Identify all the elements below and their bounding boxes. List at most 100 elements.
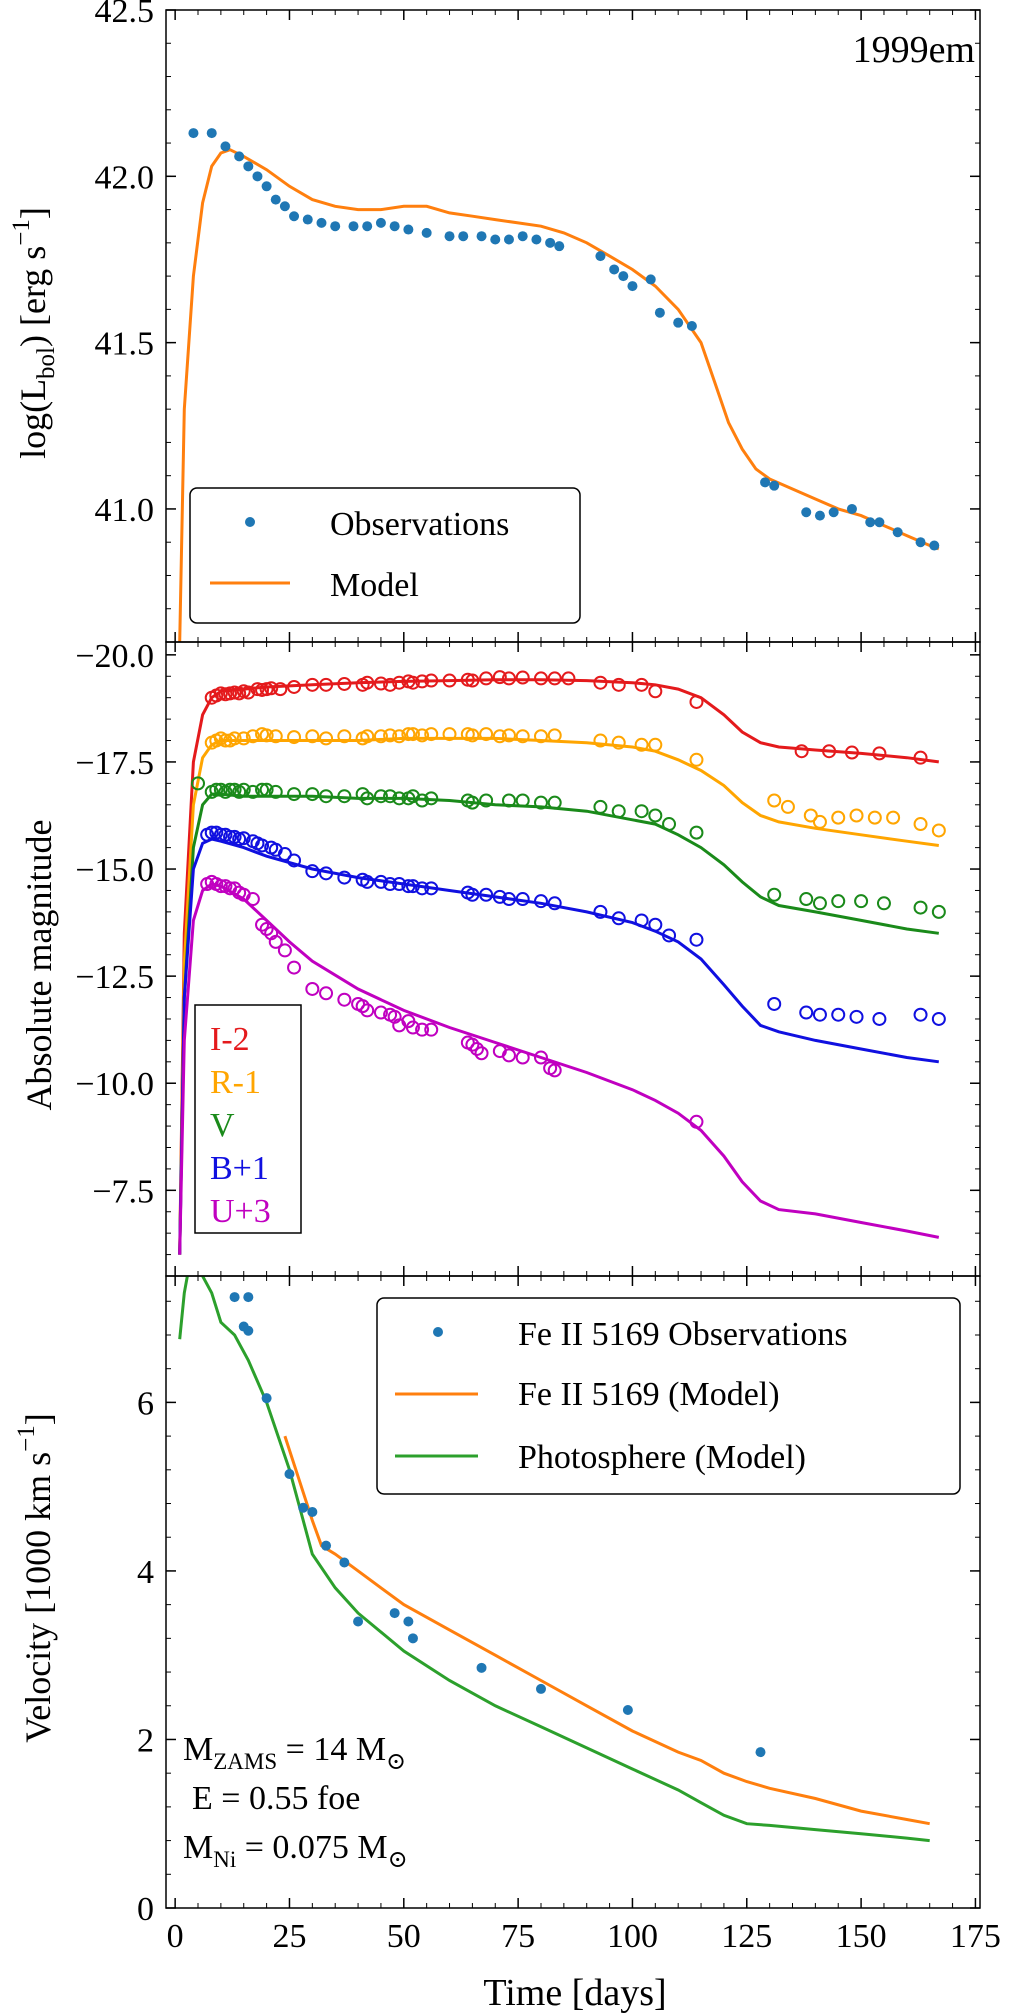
observation-point	[415, 674, 430, 689]
observation-point	[188, 128, 199, 139]
observation-point	[375, 217, 386, 228]
observation-point	[931, 904, 946, 919]
observation-point	[662, 928, 677, 943]
x-tick-label: 125	[721, 1918, 772, 1955]
observation-point	[654, 307, 665, 318]
plot-area	[178, 1276, 930, 1843]
y-tick-label: −10.0	[75, 1066, 154, 1103]
observation-point	[547, 671, 562, 686]
observation-point	[767, 996, 782, 1011]
observation-point	[854, 894, 869, 909]
observation-point	[389, 221, 400, 232]
observation-point	[355, 787, 370, 802]
observation-point	[261, 1393, 272, 1404]
observation-point	[844, 745, 859, 760]
legend-marker-fe-observations	[433, 1327, 443, 1337]
observation-point	[277, 847, 292, 862]
observation-point	[401, 727, 416, 742]
observation-point	[465, 887, 480, 902]
observation-point	[337, 729, 352, 744]
observation-point	[812, 1007, 827, 1022]
observation-point	[298, 1502, 309, 1513]
observation-point	[645, 274, 656, 285]
observation-point	[867, 810, 882, 825]
observation-point	[886, 810, 901, 825]
observation-point	[337, 789, 352, 804]
observation-point	[533, 795, 548, 810]
observation-point	[337, 992, 352, 1007]
y-tick-label: 42.0	[95, 159, 155, 196]
y-tick-label: −20.0	[75, 638, 154, 675]
observation-point	[236, 731, 251, 746]
observation-point	[876, 896, 891, 911]
observation-point	[689, 932, 704, 947]
y-tick-label: 41.0	[95, 492, 155, 529]
legend-label-i: I-2	[210, 1021, 250, 1058]
observation-point	[531, 234, 542, 245]
observation-point	[442, 673, 457, 688]
observation-point	[264, 681, 279, 696]
observation-point	[444, 231, 455, 242]
observation-point	[689, 1114, 704, 1129]
observation-point	[405, 879, 420, 894]
observation-point	[421, 227, 432, 238]
panel-velocity-legend: Fe II 5169 Observations Fe II 5169 (Mode…	[376, 1297, 961, 1495]
observation-point	[389, 1608, 400, 1619]
observation-point	[515, 1050, 530, 1065]
observation-point	[353, 1616, 364, 1627]
observation-point	[360, 729, 375, 744]
observation-point	[501, 728, 516, 743]
y-tick-label: 4	[137, 1554, 154, 1591]
observation-point	[191, 776, 206, 791]
observation-point	[442, 727, 457, 742]
observation-point	[245, 892, 260, 907]
observation-point	[243, 1325, 254, 1336]
observation-point	[243, 161, 254, 172]
panel-frame	[165, 1275, 981, 1909]
observation-point	[913, 750, 928, 765]
observation-point	[383, 728, 398, 743]
observation-point	[458, 231, 469, 242]
x-axis-label: Time [days]	[483, 1972, 666, 2014]
observation-point	[305, 864, 320, 879]
observation-point	[812, 814, 827, 829]
observation-point	[287, 679, 302, 694]
observation-point	[319, 731, 334, 746]
annotation-energy: E = 0.55 foe	[192, 1780, 360, 1817]
observation-point	[337, 676, 352, 691]
annotation-mzams: MZAMS = 14 M⊙	[183, 1731, 406, 1775]
plot-area	[178, 670, 946, 1255]
observation-point	[287, 853, 302, 868]
observation-point	[407, 1633, 418, 1644]
model-parameters-annotation: MZAMS = 14 M⊙ E = 0.55 foe MNi = 0.075 M…	[183, 1731, 408, 1873]
observation-point	[252, 171, 263, 182]
x-tick-label: 50	[387, 1918, 421, 1955]
legend-label-b: B+1	[210, 1150, 269, 1187]
observation-point	[424, 673, 439, 688]
observation-point	[424, 881, 439, 896]
observation-point	[236, 831, 251, 846]
observation-point	[595, 251, 606, 262]
observation-point	[476, 1662, 487, 1673]
observation-point	[337, 870, 352, 885]
series-line	[178, 1276, 930, 1843]
observation-point	[755, 1747, 766, 1758]
observation-point	[501, 892, 516, 907]
observation-point	[229, 1292, 240, 1303]
observation-point	[465, 728, 480, 743]
observation-point	[533, 671, 548, 686]
observation-point	[360, 791, 375, 806]
observation-point	[609, 264, 620, 275]
observation-point	[204, 825, 219, 840]
observation-point	[648, 808, 663, 823]
observation-point	[223, 829, 238, 844]
observation-point	[360, 874, 375, 889]
observation-point	[846, 503, 857, 514]
observation-point	[593, 733, 608, 748]
legend-label-fe-observations: Fe II 5169 Observations	[518, 1316, 848, 1353]
y-tick-label: −15.0	[75, 852, 154, 889]
observation-point	[424, 791, 439, 806]
observation-point	[392, 877, 407, 892]
observation-point	[284, 1469, 295, 1480]
observation-point	[648, 684, 663, 699]
